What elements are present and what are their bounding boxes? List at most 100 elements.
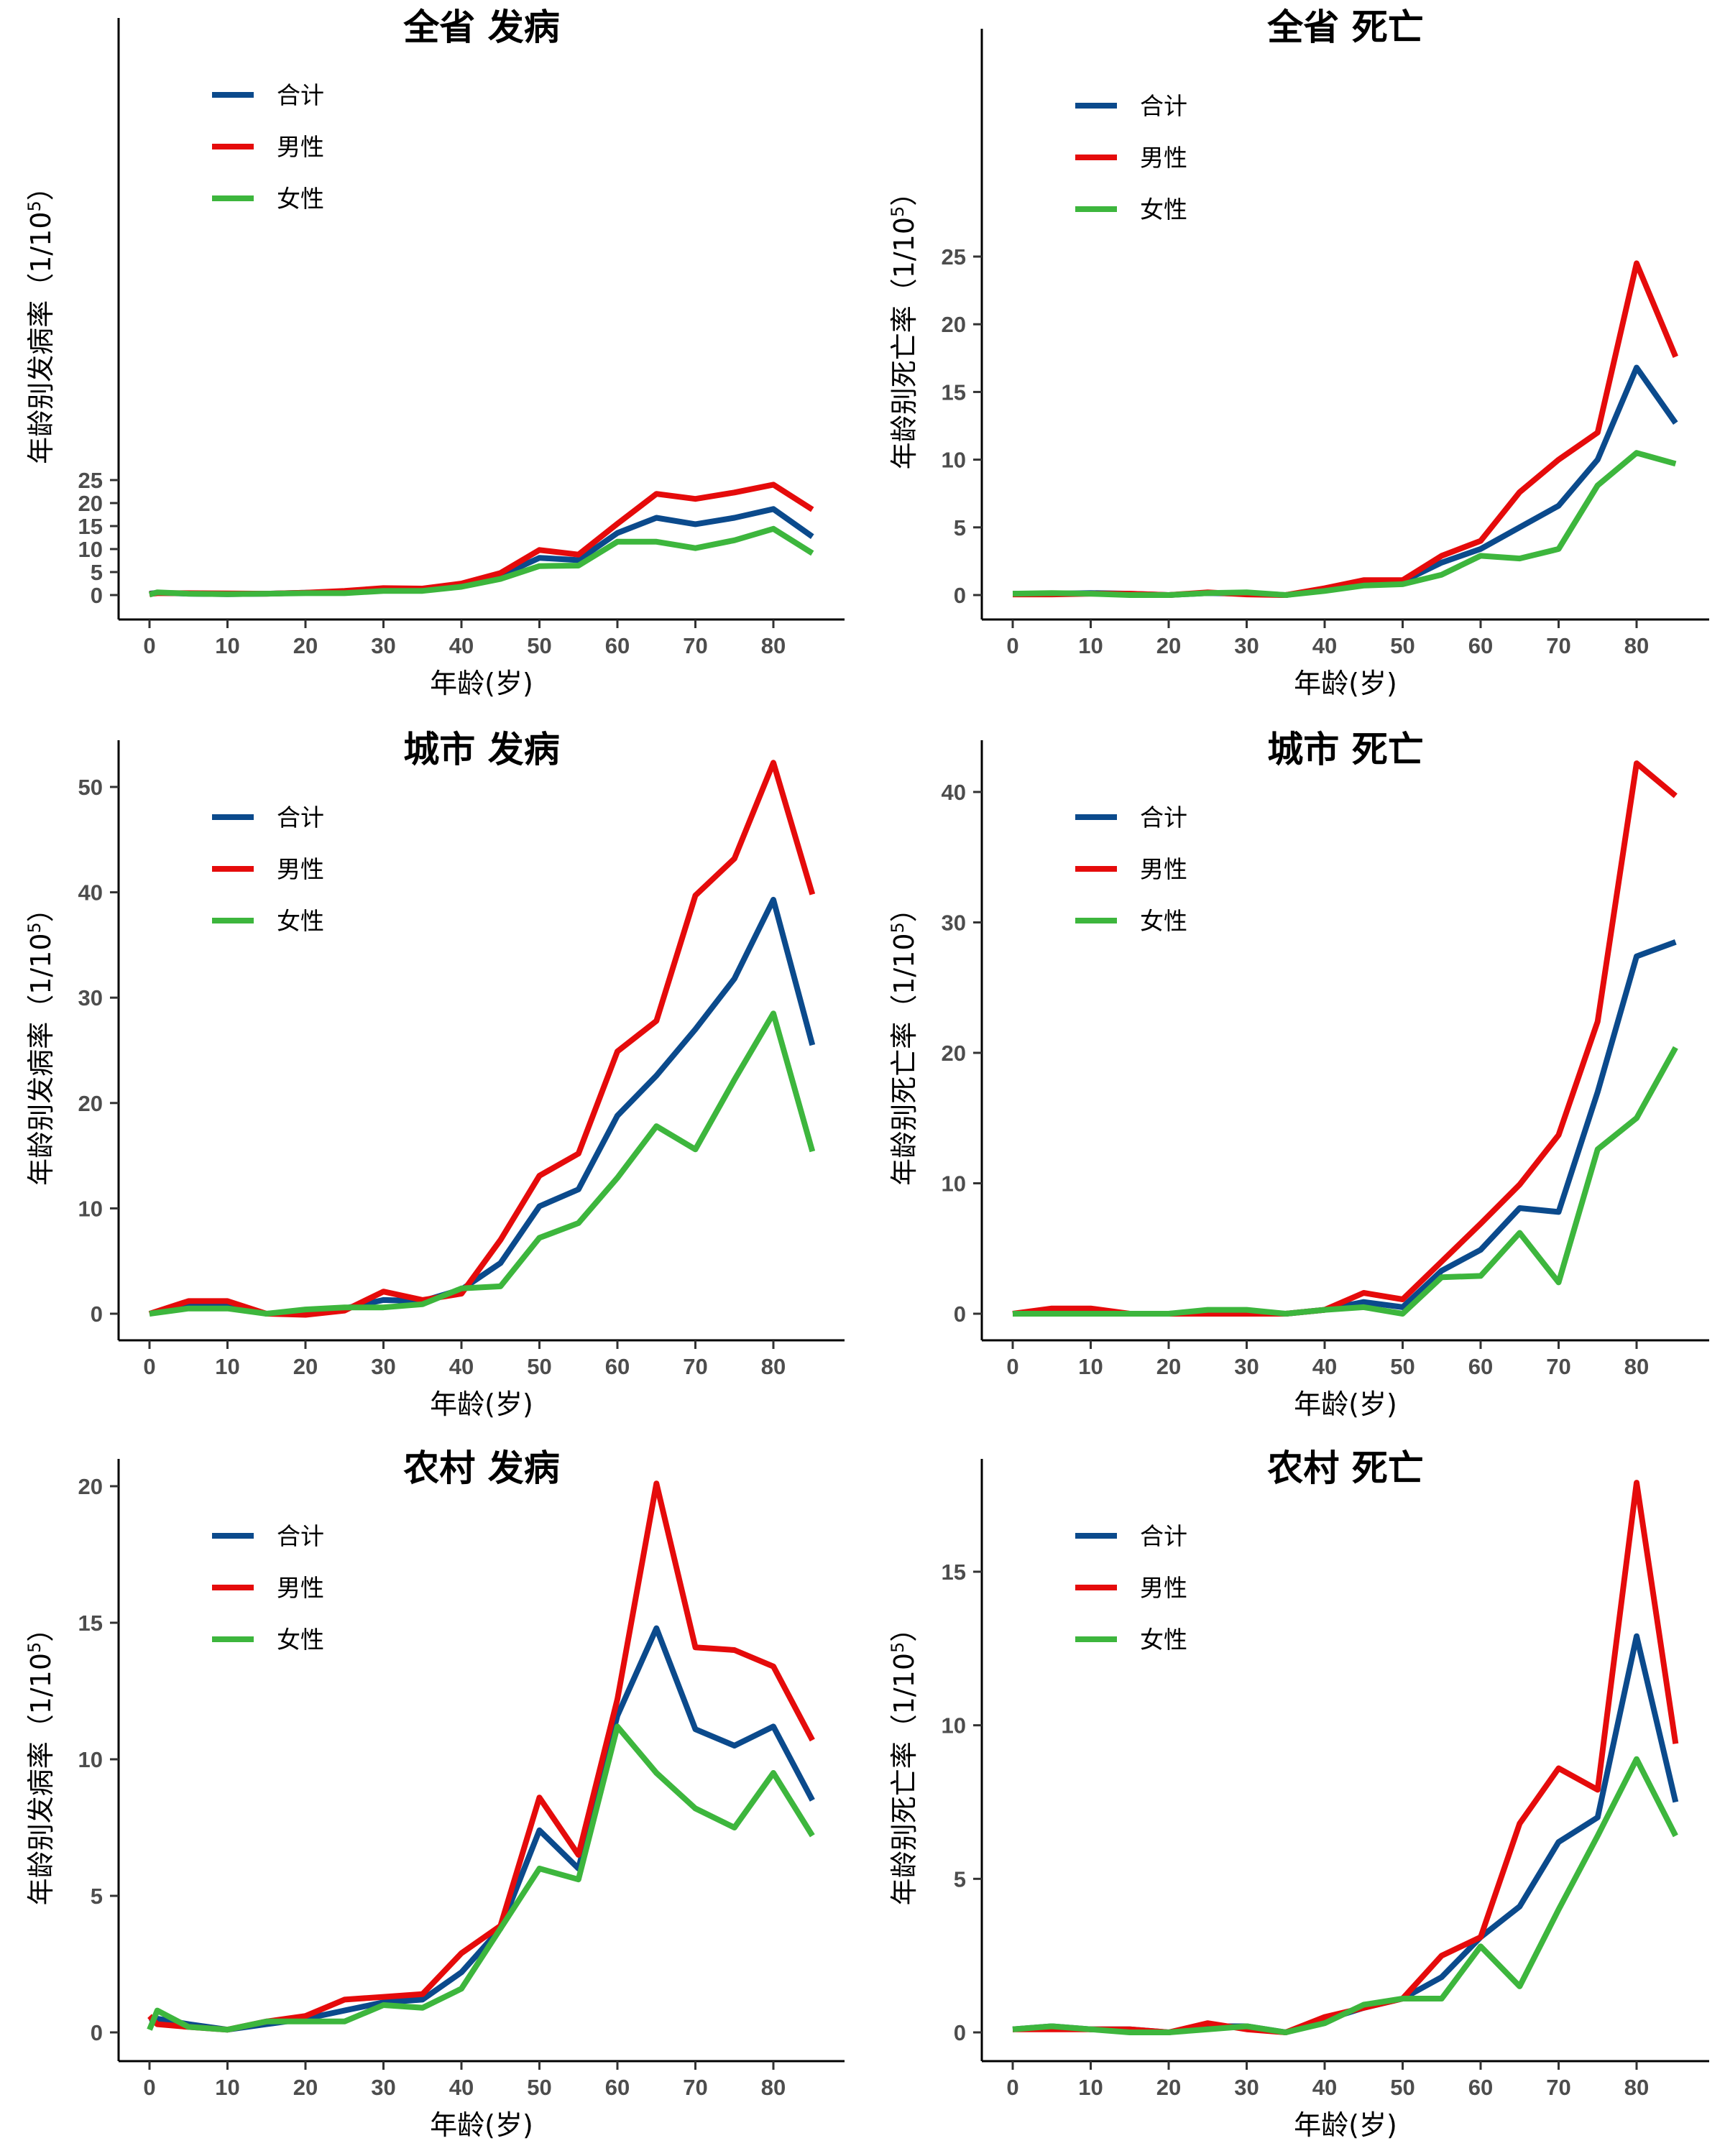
y-axis-label-superscript: 5	[888, 206, 908, 217]
x-tick-label: 60	[605, 2075, 630, 2100]
y-tick-label: 0	[91, 2020, 103, 2045]
y-axis-label-close: ）	[25, 895, 57, 922]
y-tick-label: 20	[942, 312, 966, 337]
x-tick-label: 50	[527, 1354, 551, 1379]
series-line-男性	[1013, 1480, 1679, 2035]
legend-label-合计: 合计	[277, 803, 324, 831]
legend-label-女性: 女性	[1140, 907, 1187, 935]
y-tick-label: 20	[942, 1041, 966, 1066]
y-axis-label-close: ）	[888, 179, 920, 206]
legend-label-男性: 男性	[1140, 855, 1187, 883]
y-tick-label: 20	[78, 1091, 103, 1116]
x-axis-label: 年龄(岁)	[430, 2109, 533, 2141]
series-line-男性	[148, 760, 816, 1318]
y-tick-label: 30	[942, 911, 966, 936]
series-line-女性	[148, 525, 814, 598]
x-tick-label: 10	[215, 1354, 239, 1379]
y-tick-label: 10	[942, 448, 966, 473]
series-line-合计	[1012, 1633, 1679, 2035]
y-tick-label: 0	[954, 1302, 966, 1327]
x-axis-label: 年龄(岁)	[1294, 1388, 1397, 1420]
x-tick-label: 30	[1234, 633, 1259, 658]
x-tick-label: 60	[1468, 633, 1493, 658]
y-axis-label-close: ）	[888, 1615, 920, 1642]
x-tick-label: 30	[371, 1354, 395, 1379]
x-axis-label: 年龄(岁)	[1294, 2109, 1397, 2141]
x-tick-label: 40	[449, 633, 474, 658]
series-line-女性	[149, 1010, 816, 1317]
legend-label-合计: 合计	[277, 1522, 324, 1550]
x-tick-label: 50	[1390, 1354, 1414, 1379]
chart-title: 城市 死亡	[1267, 728, 1423, 770]
x-tick-label: 50	[527, 2075, 551, 2100]
legend-label-男性: 男性	[277, 855, 324, 883]
y-tick-label: 0	[91, 1302, 103, 1327]
chart-title: 农村 发病	[403, 1447, 559, 1489]
x-tick-label: 80	[761, 2075, 786, 2100]
legend-label-女性: 女性	[277, 1626, 324, 1654]
series-line-女性	[1012, 1756, 1678, 2035]
y-tick-label: 10	[942, 1171, 966, 1197]
y-tick-label: 10	[942, 1713, 966, 1738]
x-tick-label: 70	[1546, 633, 1570, 658]
chart-title: 农村 死亡	[1267, 1447, 1423, 1489]
y-tick-label: 5	[91, 1884, 103, 1909]
x-tick-label: 0	[143, 2075, 155, 2100]
legend-label-男性: 男性	[1140, 1574, 1187, 1602]
y-axis-label-superscript: 5	[888, 1642, 908, 1653]
x-tick-label: 60	[1468, 1354, 1493, 1379]
y-tick-label: 15	[78, 1611, 103, 1636]
x-tick-label: 50	[527, 633, 551, 658]
y-axis-label-superscript: 5	[24, 922, 45, 933]
y-axis-label-superscript: 5	[24, 201, 45, 211]
y-axis-label: 年龄别发病率（1/105）	[24, 173, 57, 464]
x-tick-label: 70	[683, 2075, 707, 2100]
x-tick-label: 10	[1078, 2075, 1103, 2100]
x-tick-label: 70	[683, 633, 707, 658]
y-tick-label: 15	[942, 379, 966, 405]
y-axis-label-text: 年龄别死亡率（1/10	[888, 1653, 920, 1905]
y-axis-label-text: 年龄别发病率（1/10	[25, 1653, 57, 1905]
y-tick-label: 40	[78, 880, 103, 906]
y-tick-label: 30	[78, 985, 103, 1010]
y-axis-label-text: 年龄别死亡率（1/10	[888, 933, 920, 1185]
x-tick-label: 80	[1624, 2075, 1649, 2100]
series-line-合计	[149, 896, 816, 1317]
x-tick-label: 20	[1156, 1354, 1181, 1379]
legend-label-合计: 合计	[1140, 92, 1187, 120]
legend-label-男性: 男性	[1140, 144, 1187, 172]
x-axis-label: 年龄(岁)	[1294, 668, 1397, 699]
legend-label-合计: 合计	[277, 81, 324, 109]
y-axis-label: 年龄别发病率（1/105）	[24, 1615, 57, 1906]
x-tick-label: 50	[1390, 2075, 1414, 2100]
x-tick-label: 0	[143, 633, 155, 658]
x-tick-label: 60	[1468, 2075, 1493, 2100]
x-axis-label: 年龄(岁)	[430, 1388, 533, 1420]
y-tick-label: 5	[954, 1866, 966, 1892]
series-line-女性	[147, 1723, 815, 2033]
y-tick-label: 15	[942, 1560, 966, 1585]
series-line-女性	[1012, 450, 1677, 598]
x-tick-label: 0	[143, 1354, 155, 1379]
legend-label-男性: 男性	[277, 1574, 324, 1602]
chart-title: 全省 发病	[402, 6, 559, 48]
chart-title: 城市 发病	[403, 728, 559, 770]
y-tick-label: 40	[942, 780, 966, 805]
series-line-男性	[149, 482, 814, 597]
y-tick-label: 0	[954, 2020, 966, 2045]
x-tick-label: 0	[1006, 1354, 1018, 1379]
x-tick-label: 10	[215, 633, 239, 658]
x-tick-label: 30	[1234, 2075, 1259, 2100]
x-tick-label: 30	[1234, 1354, 1259, 1379]
legend-label-女性: 女性	[277, 185, 324, 213]
x-tick-label: 20	[293, 1354, 318, 1379]
y-axis-label: 年龄别死亡率（1/105）	[888, 1615, 920, 1906]
y-axis-label-close: ）	[25, 173, 57, 201]
x-tick-label: 40	[1312, 633, 1337, 658]
y-axis-label: 年龄别死亡率（1/105）	[888, 895, 920, 1186]
series-line-合计	[148, 1625, 815, 2033]
